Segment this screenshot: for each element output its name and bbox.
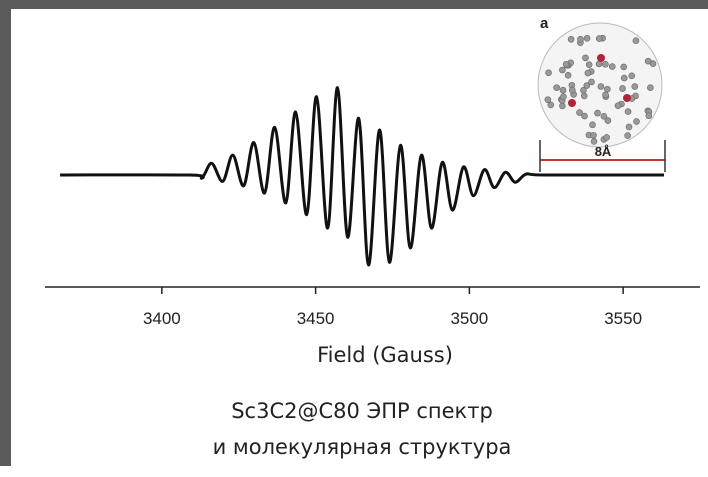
atom [568, 86, 576, 94]
atom [602, 60, 609, 68]
atom [620, 63, 628, 71]
atom [633, 118, 640, 125]
atom [614, 102, 622, 109]
atom [625, 123, 633, 131]
atom [581, 112, 588, 120]
atom [564, 71, 572, 79]
atom [559, 102, 566, 110]
atom [544, 96, 552, 104]
atom [603, 134, 610, 141]
inset-structure: a 8Å [537, 15, 666, 172]
frame-left [0, 0, 11, 466]
atom [588, 78, 595, 86]
atom [620, 74, 628, 82]
atom [584, 69, 592, 77]
atom [589, 121, 596, 129]
x-axis-label: Field (Gauss) [317, 343, 453, 367]
atom [600, 113, 608, 120]
atom [583, 82, 591, 89]
atom [628, 72, 636, 80]
atom [645, 112, 653, 120]
metal-atom [597, 54, 605, 62]
x-tick-label: 3450 [297, 309, 335, 328]
atom [590, 138, 598, 145]
atom [604, 117, 612, 124]
atom [604, 85, 611, 93]
atom [576, 109, 583, 116]
atom [608, 63, 616, 70]
atom [585, 61, 593, 68]
atom [559, 66, 566, 74]
scale-label: 8Å [595, 144, 612, 159]
atom [619, 85, 626, 92]
atom [644, 57, 652, 65]
atom [624, 108, 632, 115]
atom [567, 35, 575, 43]
atom [590, 132, 597, 139]
atom [547, 101, 555, 109]
atom [631, 83, 639, 90]
atom [647, 84, 654, 91]
x-tick-label: 3400 [143, 309, 181, 328]
metal-atom [568, 99, 576, 107]
atom [553, 84, 560, 91]
atom [560, 93, 567, 101]
spectrum-line [60, 86, 665, 267]
atom [559, 86, 567, 94]
atom [597, 83, 605, 90]
x-tick-label: 3550 [604, 309, 642, 328]
metal-atom [623, 94, 631, 102]
atom [602, 91, 609, 99]
atom [595, 35, 603, 42]
atom [594, 109, 601, 117]
atom [577, 35, 584, 43]
atom [580, 92, 588, 100]
atom [583, 35, 591, 42]
caption-line: Sc3C2@C80 ЭПР спектр [231, 399, 493, 423]
atom [624, 132, 631, 139]
caption-line: и молекулярная структура [213, 435, 512, 459]
atom [632, 37, 640, 44]
atom [545, 69, 552, 77]
frame-top [0, 0, 708, 9]
atom [562, 60, 570, 68]
x-tick-label: 3500 [450, 309, 488, 328]
atom [582, 54, 589, 62]
inset-label: a [540, 15, 549, 32]
